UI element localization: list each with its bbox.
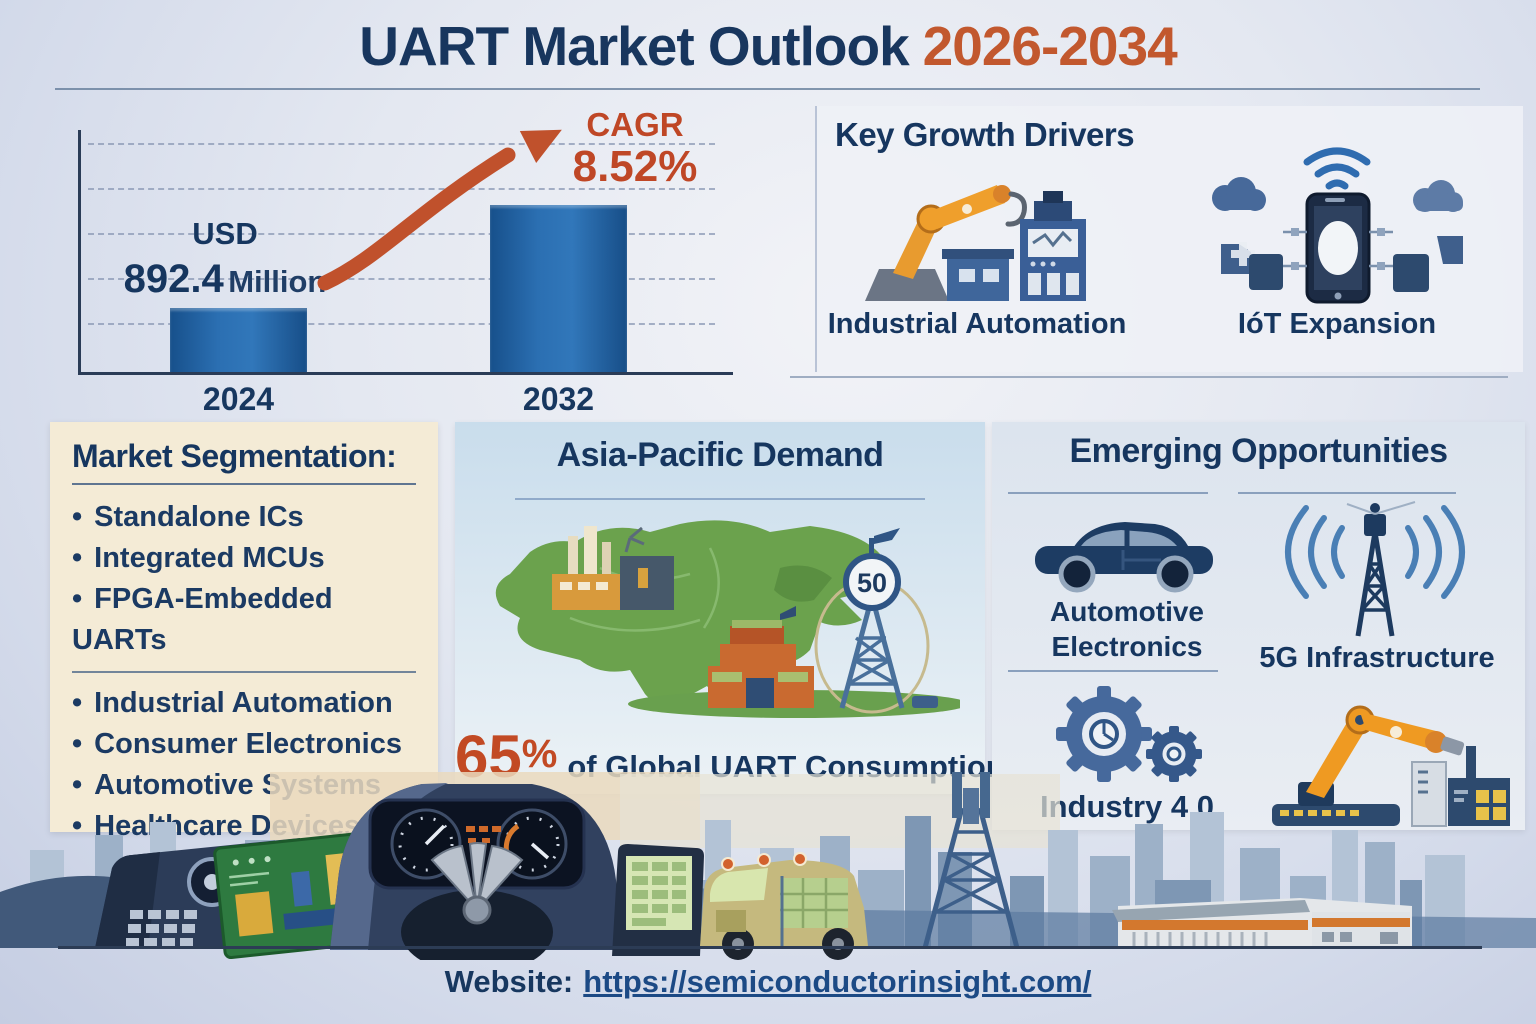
list-item: Standalone ICs [72,497,416,538]
growth-item-label: Industrial Automation [827,308,1127,340]
cagr-value: 8.52% [572,142,698,192]
bar-chart: USD 892.4 Million CAGR 8.52% 2024 2032 [60,105,740,420]
growth-arrow-icon [317,129,562,291]
car-dashboard-icon [330,783,624,960]
technology-cityscape-illustration [0,772,1536,960]
list-item: FPGA-Embedded UARTs [72,579,416,661]
delivery-van-icon [700,852,868,960]
telecom-tower-icon: 50 [814,528,938,714]
emerging-divider [1008,670,1218,672]
page-title-main: UART Market Outlook [359,15,909,77]
gridline [88,323,715,325]
website-link[interactable]: https://semiconductorinsight.com/ [583,964,1092,999]
bar-2024 [170,308,307,372]
usd-value: 892.4 [123,256,224,301]
gridline [88,278,715,280]
gridline [88,143,715,145]
robot-factory-icon [1272,705,1510,827]
gridline [88,188,715,190]
key-growth-drivers-panel: Key Growth Drivers Industrial Automation [815,106,1523,372]
segmentation-application-list: Industrial Automation Consumer Electroni… [72,683,416,847]
y-axis [78,130,81,375]
emerging-divider [1008,492,1208,494]
5g-tower-icon [1285,501,1465,637]
asia-title-underline [515,498,925,500]
segmentation-title: Market Segmentation: [72,438,397,474]
market-segmentation-panel: Market Segmentation: Standalone ICs Inte… [50,422,438,842]
tower-sign-label: 50 [857,568,887,598]
ground-line [58,946,1482,949]
cagr-annotation: CAGR 8.52% [515,106,755,192]
stat-percent-sign: % [521,732,558,776]
x-axis [78,372,733,375]
smartphone-wifi-cloud-icon [1212,147,1463,304]
cagr-label: CAGR [586,106,684,143]
handheld-terminal-icon [612,844,704,956]
list-item: Integrated MCUs [72,538,416,579]
industrial-building-icon [708,606,814,708]
asia-map-icon: 50 [495,520,960,718]
usd-unit: Million [228,263,327,299]
x-tick-2032: 2032 [522,381,595,417]
list-item: Industrial Automation [72,683,416,724]
growth-panel-title: Key Growth Drivers [835,116,1135,153]
warehouse-icon [1112,898,1412,948]
page-title: UART Market Outlook 2026-2034 [0,14,1536,78]
x-tick-2024: 2024 [202,381,275,417]
segmentation-title-underline [72,483,416,485]
growth-item-label: IóT Expansion [1237,308,1437,340]
gears-icon [1056,686,1202,782]
emerging-item-label: Automotive Electronics [1050,596,1204,662]
website-label: Website: [444,964,574,999]
value-label-2024: USD 892.4 Million [75,215,375,304]
lattice-tower-icon [922,772,1020,949]
factory-icon [552,526,674,610]
segmentation-group-divider [72,671,416,673]
segmentation-product-list: Standalone ICs Integrated MCUs FPGA-Embe… [72,497,416,661]
emerging-opportunities-panel: Emerging Opportunities Automotive Electr… [992,422,1525,830]
bar-2032 [490,205,627,372]
page-title-years: 2026-2034 [922,15,1178,77]
usd-label: USD [192,216,258,251]
emerging-title: Emerging Opportunities [1069,432,1448,470]
emerging-item-label: Industry 4.0 [1040,789,1214,824]
asia-pacific-panel: Asia-Pacific Demand [455,422,1005,794]
footer: Website: https://semiconductorinsight.com… [0,964,1536,1000]
robot-arm-machines-icon [865,185,1086,301]
title-divider [55,88,1480,90]
asia-title: Asia-Pacific Demand [556,436,884,474]
emerging-divider [1238,492,1456,494]
list-item: Consumer Electronics [72,724,416,765]
car-icon [1035,522,1213,593]
growth-panel-divider [790,376,1508,378]
emerging-item-label: 5G Infrastructure [1259,642,1495,674]
